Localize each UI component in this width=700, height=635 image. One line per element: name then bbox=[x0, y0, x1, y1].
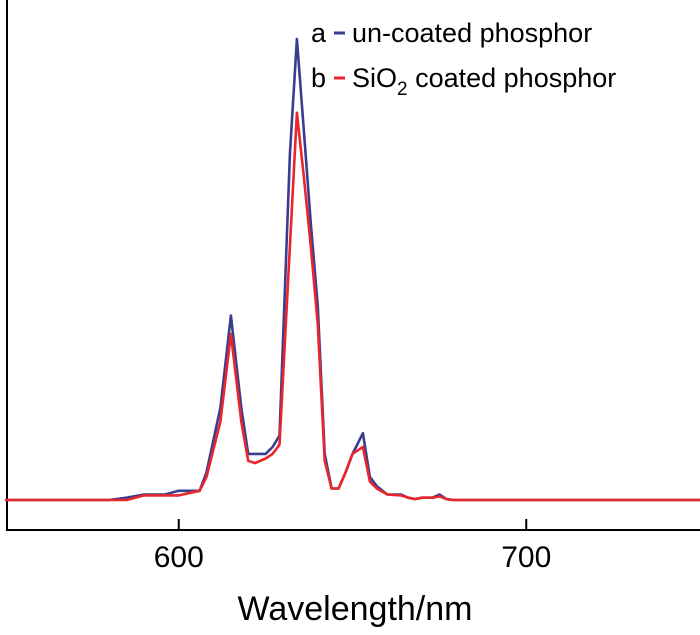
x-tick-label-700: 700 bbox=[501, 541, 551, 574]
x-tick-label-600: 600 bbox=[154, 541, 204, 574]
legend-letter-b: b bbox=[311, 63, 326, 93]
series-line-a bbox=[5, 37, 700, 502]
legend-label-pre: SiO bbox=[352, 63, 397, 93]
series-lines bbox=[5, 37, 700, 502]
legend-item-a: a un-coated phosphor bbox=[311, 18, 592, 48]
legend-label-subscript: 2 bbox=[397, 79, 408, 100]
legend-label-a: un-coated phosphor bbox=[352, 18, 592, 48]
legend-label-post: coated phosphor bbox=[408, 63, 617, 93]
x-axis-ticks: 600 700 bbox=[154, 519, 551, 574]
legend: a un-coated phosphor b SiO2 coated phosphor bbox=[311, 18, 616, 100]
legend-letter-a: a bbox=[311, 18, 327, 48]
legend-item-b: b SiO2 coated phosphor bbox=[311, 63, 616, 100]
plot-area bbox=[6, 0, 700, 531]
legend-label-b: SiO2 coated phosphor bbox=[352, 63, 616, 100]
x-axis-title: Wavelength/nm bbox=[238, 590, 473, 628]
series-line-b bbox=[5, 111, 700, 502]
